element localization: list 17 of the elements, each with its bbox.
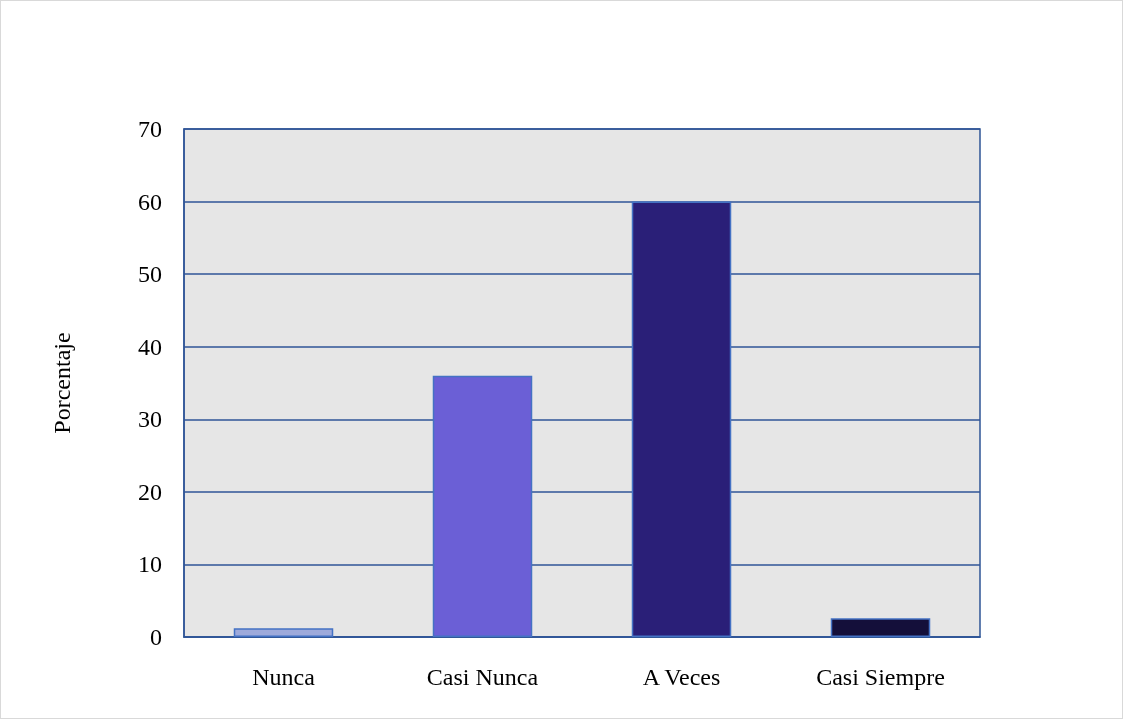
x-tick-label: Nunca — [252, 664, 316, 690]
y-tick-label: 60 — [138, 188, 162, 215]
y-tick-label: 40 — [138, 333, 162, 360]
bar — [830, 618, 931, 637]
bar — [631, 201, 732, 637]
y-tick-label: 10 — [138, 551, 162, 578]
bar — [233, 628, 334, 637]
y-tick-label: 70 — [138, 116, 162, 142]
y-tick-label: 30 — [138, 406, 162, 433]
y-tick-label: 20 — [138, 478, 162, 505]
x-tick-label: A Veces — [642, 664, 721, 690]
y-axis-title: Porcentaje — [49, 332, 75, 434]
x-tick-label: Casi Siempre — [816, 664, 945, 690]
x-tick-label: Casi Nunca — [426, 664, 539, 690]
bar — [432, 375, 533, 637]
y-tick-label: 0 — [150, 624, 162, 650]
y-tick-label: 50 — [138, 261, 162, 288]
